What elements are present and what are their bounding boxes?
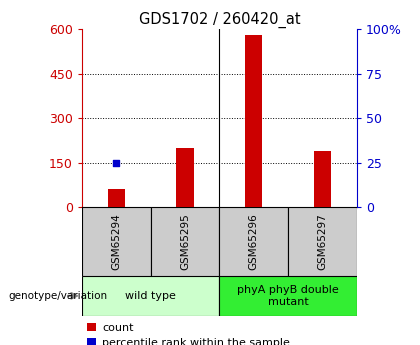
Bar bbox=[245, 35, 262, 207]
Bar bbox=[176, 148, 194, 207]
Legend: count, percentile rank within the sample: count, percentile rank within the sample bbox=[87, 323, 290, 345]
Text: wild type: wild type bbox=[125, 291, 176, 301]
Bar bbox=[82, 276, 220, 316]
Text: genotype/variation: genotype/variation bbox=[8, 291, 108, 301]
Bar bbox=[82, 207, 151, 276]
Text: phyA phyB double
mutant: phyA phyB double mutant bbox=[237, 285, 339, 307]
Text: GSM65295: GSM65295 bbox=[180, 213, 190, 270]
Title: GDS1702 / 260420_at: GDS1702 / 260420_at bbox=[139, 12, 300, 28]
Bar bbox=[108, 189, 125, 207]
Text: GSM65296: GSM65296 bbox=[249, 213, 259, 270]
Bar bbox=[288, 207, 357, 276]
Bar bbox=[151, 207, 220, 276]
Text: GSM65297: GSM65297 bbox=[318, 213, 328, 270]
Bar bbox=[220, 207, 288, 276]
Bar bbox=[314, 151, 331, 207]
Text: GSM65294: GSM65294 bbox=[111, 213, 121, 270]
Point bbox=[113, 160, 120, 165]
Bar bbox=[220, 276, 357, 316]
